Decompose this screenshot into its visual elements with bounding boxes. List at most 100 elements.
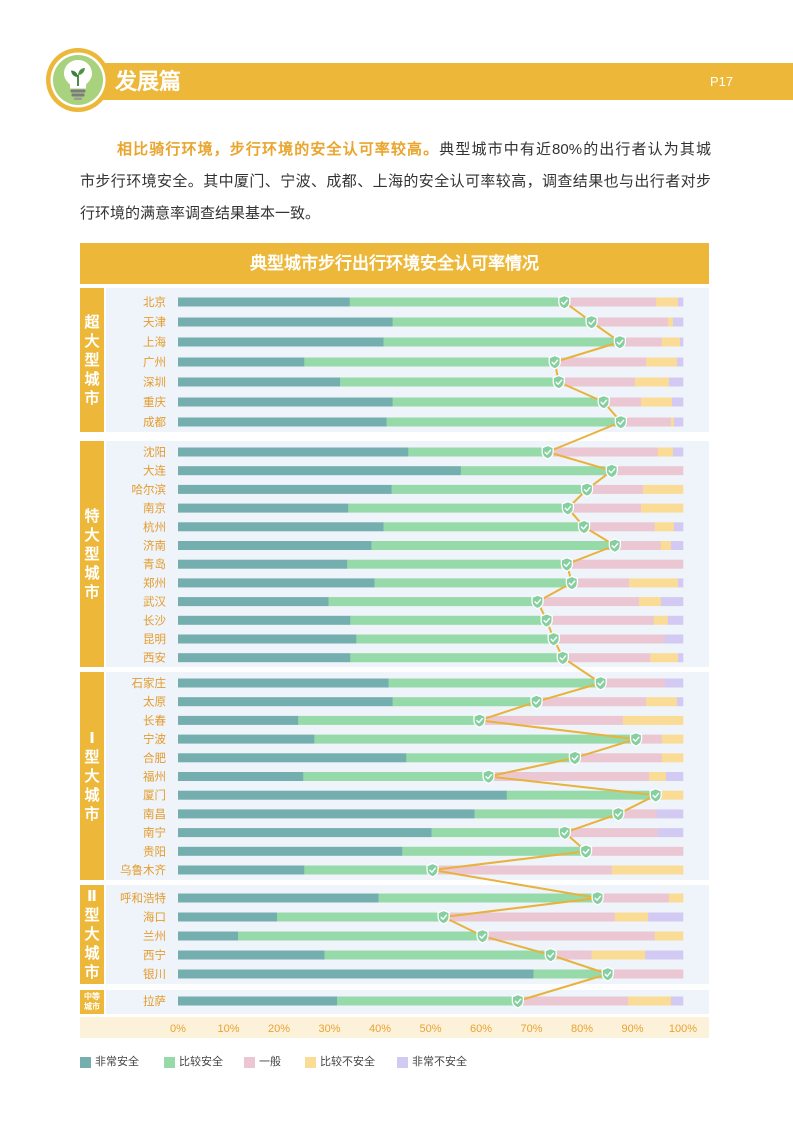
shield-check-icon: [601, 966, 614, 982]
bar-segment: [350, 653, 564, 663]
bar-segment: [660, 541, 672, 550]
shield-check-icon: [473, 713, 486, 729]
bar-segment: [178, 541, 372, 550]
bar-segment: [178, 337, 384, 347]
bar-segment: [178, 772, 304, 781]
bar-segment: [304, 865, 433, 875]
shield-check-icon: [530, 694, 543, 710]
bar-segment: [178, 559, 348, 569]
city-label: 杭州: [143, 520, 166, 534]
shield-check-icon: [579, 844, 593, 860]
bar-segment: [340, 377, 560, 387]
bar-segment: [178, 996, 338, 1006]
bar-segment: [388, 678, 601, 688]
city-label: 天津: [143, 316, 166, 329]
bar-segment: [660, 597, 684, 607]
city-label: 深圳: [143, 375, 166, 389]
bar-segment: [656, 297, 679, 307]
shield-check-icon: [608, 538, 621, 554]
city-label: 沈阳: [143, 445, 166, 459]
bar-segment: [349, 297, 565, 307]
paragraph-line: 市步行环境安全。其中厦门、宁波、成都、上海的安全认可率较高，调查结果也与出行者对…: [80, 173, 711, 190]
bar-segment: [238, 931, 483, 941]
city-label: 石家庄: [132, 676, 167, 690]
bar-segment: [562, 653, 651, 663]
bar-segment: [676, 697, 684, 707]
shield-check-icon: [547, 631, 560, 647]
bar-segment: [178, 809, 475, 819]
bar-segment: [646, 697, 678, 707]
x-tick-label: 10%: [217, 1023, 239, 1035]
bar-segment: [566, 559, 684, 569]
bar-segment: [636, 734, 663, 744]
group-label-box: 特大型城市: [80, 441, 104, 667]
x-tick-label: 30%: [318, 1023, 340, 1035]
bar-segment: [667, 317, 674, 327]
bar-segment: [661, 337, 681, 347]
bar-segment: [178, 357, 305, 367]
shield-check-icon: [605, 463, 618, 479]
bar-segment: [517, 996, 629, 1006]
bar-segment: [620, 417, 672, 427]
group-label: 超大型城市: [84, 313, 100, 407]
bar-segment: [591, 317, 669, 327]
bar-segment: [298, 715, 480, 725]
bar-segment: [303, 772, 489, 781]
bar-segment: [178, 466, 462, 476]
bar-segment: [356, 634, 555, 644]
bar-segment: [178, 828, 432, 838]
bar-segment: [443, 912, 616, 922]
bar-segment: [178, 653, 351, 663]
legend-swatch: [244, 1057, 255, 1068]
bar-segment: [558, 377, 636, 387]
city-label: 武汉: [143, 596, 166, 609]
city-label: 济南: [143, 539, 166, 553]
shield-check-icon: [561, 500, 575, 516]
city-label: 西安: [143, 651, 166, 665]
bar-segment: [391, 484, 588, 494]
x-tick-label: 20%: [268, 1023, 290, 1035]
city-label: 昆明: [143, 633, 166, 646]
bar-segment: [635, 377, 670, 387]
bar-segment: [383, 337, 621, 347]
shield-check-icon: [649, 787, 662, 803]
bar-segment: [178, 678, 389, 688]
bar-segment: [392, 397, 605, 407]
x-tick-label: 50%: [419, 1023, 441, 1035]
x-axis-band: [80, 1017, 709, 1038]
shield-check-icon: [577, 519, 591, 535]
bar-segment: [673, 417, 684, 427]
x-tick-label: 0%: [170, 1023, 186, 1035]
bar-segment: [392, 697, 537, 707]
bar-segment: [402, 846, 587, 856]
x-tick-label: 80%: [571, 1023, 593, 1035]
bar-segment: [677, 297, 684, 307]
paragraph-line: 行环境的满意率调查结果基本一致。: [80, 205, 321, 222]
bar-segment: [537, 597, 640, 607]
bar-segment: [571, 578, 630, 588]
stacked-bar-chart: 北京天津上海广州深圳重庆成都沈阳大连哈尔滨南京杭州济南青岛郑州武汉长沙昆明西安石…: [120, 294, 697, 1035]
bar-segment: [645, 950, 684, 960]
bar-segment: [178, 417, 387, 427]
bar-segment: [178, 377, 341, 387]
bar-segment: [460, 466, 613, 476]
shield-check-icon: [540, 613, 553, 629]
shield-check-icon: [482, 769, 495, 785]
bar-segment: [654, 522, 675, 532]
bar-segment: [649, 772, 667, 781]
bar-segment: [677, 653, 684, 663]
bar-segment: [627, 996, 672, 1006]
bar-segment: [350, 615, 547, 625]
bar-segment: [178, 634, 357, 644]
bar-segment: [650, 653, 679, 663]
bar-segment: [653, 615, 669, 625]
bar-segment: [661, 753, 684, 763]
city-label: 青岛: [143, 557, 166, 571]
city-label: 大连: [143, 464, 166, 478]
bar-segment: [178, 931, 239, 941]
bar-segment: [646, 357, 678, 367]
paragraph-line: 相比骑行环境，步行环境的安全认可率较高。典型城市中有近80%的出行者认为其城: [80, 134, 711, 166]
bar-segment: [672, 447, 684, 457]
bar-segment: [603, 397, 642, 407]
bar-segment: [628, 578, 679, 588]
